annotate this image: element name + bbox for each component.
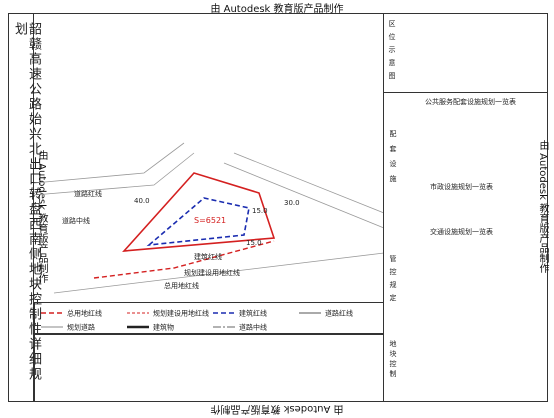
site-map: 道路红线 道路中线 40.0 30.0 15.0 15.0 S=6521 建筑红… [34, 142, 384, 294]
legend-label: 规划建设用地红线 [153, 309, 209, 318]
map-label: 总用地红线 [164, 281, 199, 290]
table-title: 公共服务配套设施规划一览表 [425, 98, 516, 106]
table-title: 市政设施规划一览表 [430, 183, 493, 191]
section-label: 配套设施 [389, 130, 397, 190]
map-label: 15.0 [246, 239, 262, 247]
building-line [146, 197, 250, 247]
legend-label: 建筑红线 [239, 309, 267, 318]
location-label: 区位示意图 [388, 20, 396, 85]
map-label: S=6521 [194, 216, 226, 225]
map-label: 40.0 [134, 197, 150, 205]
map-label: 道路红线 [74, 189, 102, 198]
legend-label: 道路中线 [239, 323, 267, 332]
map-label: 规划建设用地红线 [184, 268, 240, 277]
table-title: 交通设施规划一览表 [430, 228, 493, 236]
map-label: 道路中线 [62, 216, 90, 225]
planned-land-line [93, 240, 275, 279]
watermark-left: 由 Autodesk 教育版产品制作 [36, 150, 47, 284]
legend-label: 建筑物 [153, 323, 174, 332]
info-block [34, 334, 384, 402]
legend-label: 道路红线 [325, 309, 353, 318]
map-label: 30.0 [284, 199, 300, 207]
title-column [8, 13, 34, 402]
legend: 总用地红线 规划建设用地红线 建筑红线 道路红线规划道路 建筑物 道路中线 [34, 302, 384, 334]
map-label: 15.0 [252, 207, 268, 215]
watermark-right: 由 Autodesk 教育版产品制作 [537, 140, 548, 274]
watermark-top: 由 Autodesk 教育版产品制作 [210, 4, 344, 15]
map-label: 建筑红线 [194, 252, 222, 261]
section-label: 地块控制 [389, 340, 397, 380]
plan-title: 韶赣高速公路始兴北出口转盘西南侧地块控制性详细规划 [12, 22, 41, 382]
section-label: 管控规定 [389, 255, 397, 307]
legend-label: 规划道路 [67, 323, 95, 332]
location-box [383, 13, 548, 93]
total-land-line [122, 172, 276, 252]
legend-label: 总用地红线 [67, 309, 102, 318]
